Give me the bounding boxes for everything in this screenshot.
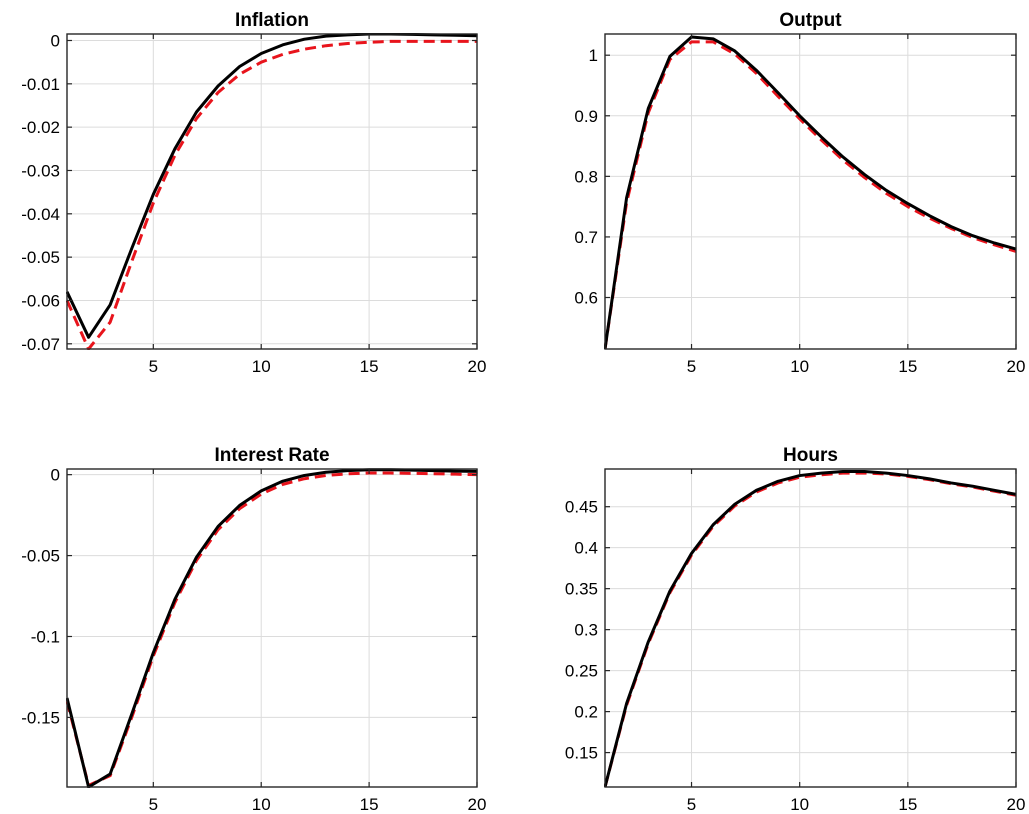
chart-1-series-1-dashed-line <box>604 40 1017 350</box>
chart-3-y-tick-label-2: 0.35 <box>565 580 598 599</box>
chart-0-y-tick-label-7: -0.07 <box>21 335 60 354</box>
chart-panel-output: 5 10 15 20 1 0.9 0.8 0.7 0.6 Output <box>574 10 1025 376</box>
chart-2-x-tick-label-0: 5 <box>149 795 158 814</box>
chart-3-y-tick-label-5: 0.2 <box>574 703 598 722</box>
chart-1-y-tick-label-2: 0.8 <box>574 167 598 186</box>
chart-3-x-tick-label-1: 10 <box>790 795 809 814</box>
chart-1-x-tick-label-2: 15 <box>898 357 917 376</box>
chart-0-title-inflation: Inflation <box>235 10 309 31</box>
chart-panel-hours: 5 10 15 20 0.45 0.4 0.35 0.3 0.25 0.2 0.15 Hours <box>565 445 1026 814</box>
chart-2-series-1-dashed-line <box>66 471 478 787</box>
chart-3-y-tick-label-6: 0.15 <box>565 744 598 763</box>
chart-2-series-0-solid-line <box>66 468 478 788</box>
chart-1-y-tick-label-3: 0.7 <box>574 228 598 247</box>
chart-0-y-tick-label-0: 0 <box>51 31 60 50</box>
chart-0-y-tick-label-3: -0.03 <box>21 161 60 180</box>
chart-2-y-tick-label-2: -0.1 <box>31 627 60 646</box>
chart-0-y-tick-label-2: -0.02 <box>21 118 60 137</box>
chart-2-plot-area <box>67 469 477 787</box>
chart-0-x-tick-label-0: 5 <box>149 357 158 376</box>
chart-1-title-output: Output <box>779 10 842 31</box>
chart-3-y-tick-label-4: 0.25 <box>565 662 598 681</box>
chart-1-y-tick-label-4: 0.6 <box>574 289 598 308</box>
chart-3-x-tick-label-2: 15 <box>898 795 917 814</box>
chart-2-x-tick-label-2: 15 <box>360 795 379 814</box>
chart-1-x-tick-label-1: 10 <box>790 357 809 376</box>
chart-1-plot-area <box>605 34 1016 349</box>
chart-3-axes-frame <box>604 468 1017 788</box>
chart-0-y-tick-label-4: -0.04 <box>21 205 60 224</box>
chart-0-x-tick-label-3: 20 <box>468 357 487 376</box>
chart-3-y-tick-label-0: 0.45 <box>565 498 598 517</box>
chart-2-y-tick-label-3: -0.15 <box>21 708 60 727</box>
chart-0-x-tick-label-2: 15 <box>360 357 379 376</box>
chart-3-x-tick-label-3: 20 <box>1007 795 1026 814</box>
chart-1-x-tick-label-3: 20 <box>1007 357 1026 376</box>
chart-panel-inflation: 5 10 15 20 0 -0.01 -0.02 -0.03 -0.04 -0.05 -0.06 -0… <box>21 10 486 376</box>
chart-2-axes-frame <box>66 468 478 788</box>
chart-1-series-0-solid-line <box>604 35 1017 350</box>
chart-2-x-tick-label-1: 10 <box>252 795 271 814</box>
chart-3-y-tick-label-3: 0.3 <box>574 621 598 640</box>
chart-1-axes-frame <box>604 33 1017 350</box>
chart-3-title-hours: Hours <box>783 445 838 466</box>
chart-0-y-tick-label-1: -0.01 <box>21 75 60 94</box>
chart-2-y-tick-label-1: -0.05 <box>21 547 60 566</box>
chart-2-y-tick-label-0: 0 <box>51 466 60 485</box>
chart-0-plot-area <box>67 34 477 349</box>
chart-3-plot-area <box>605 469 1016 787</box>
chart-0-y-tick-label-6: -0.06 <box>21 291 60 310</box>
chart-1-y-tick-label-1: 0.9 <box>574 107 598 126</box>
chart-0-x-tick-label-1: 10 <box>252 357 271 376</box>
chart-3-y-tick-label-1: 0.4 <box>574 539 598 558</box>
chart-3-series-0-solid-line <box>604 469 1017 788</box>
chart-1-x-tick-label-0: 5 <box>687 357 696 376</box>
chart-1-y-tick-label-0: 1 <box>589 46 598 65</box>
chart-2-x-tick-label-3: 20 <box>468 795 487 814</box>
chart-0-y-tick-label-5: -0.05 <box>21 248 60 267</box>
chart-0-series-1-dashed-line <box>66 39 477 350</box>
chart-3-x-tick-label-0: 5 <box>687 795 696 814</box>
chart-panel-interest-rate: 5 10 15 20 0 -0.05 -0.1 -0.15 Interest Rate <box>21 445 486 814</box>
chart-2-title-interest-rate: Interest Rate <box>214 445 329 466</box>
chart-0-axes-frame <box>66 33 478 350</box>
